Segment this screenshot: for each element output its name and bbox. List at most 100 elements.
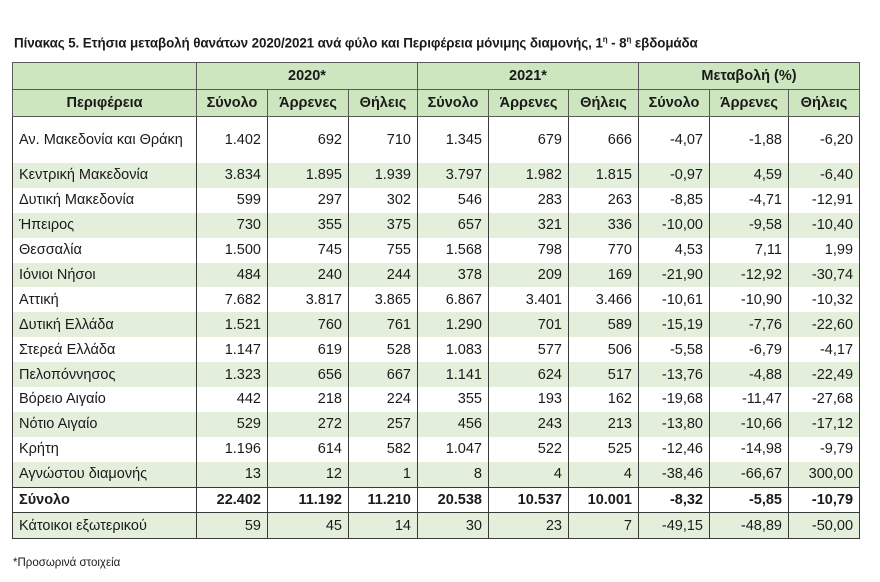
value-cell: 218 <box>267 387 349 412</box>
value-cell: -10,79 <box>787 486 861 514</box>
table-row: Ήπειρος 730 355 375 657 321 336 -10,00 -9,58 -10,… <box>12 212 861 238</box>
footnote: *Προσωρινά στοιχεία <box>13 557 121 569</box>
table-row: Αγνώστου διαμονής 13 12 1 8 4 4 -38,46 -66,67 300… <box>12 461 861 488</box>
value-cell: 193 <box>488 387 569 412</box>
value-cell: -10,66 <box>709 411 789 437</box>
value-cell: 1.500 <box>196 237 268 263</box>
value-cell: 3.401 <box>488 287 569 313</box>
value-cell: 666 <box>568 116 639 163</box>
value-cell: -49,15 <box>638 512 710 540</box>
value-cell: 243 <box>488 411 569 437</box>
table-row: Θεσσαλία 1.500 745 755 1.568 798 770 4,53 7,11 1,… <box>12 237 861 263</box>
value-cell: 1.147 <box>196 337 268 363</box>
value-cell: 1.982 <box>488 163 569 188</box>
region-name: Δυτική Ελλάδα <box>12 312 197 338</box>
value-cell: -27,68 <box>787 387 861 412</box>
value-cell: 1.521 <box>196 312 268 338</box>
value-cell: 209 <box>488 262 569 288</box>
region-name: Αττική <box>12 287 197 313</box>
table-row: Κάτοικοι εξωτερικού 59 45 14 30 23 7 -49,15 -48,… <box>12 512 861 540</box>
header-col: Άρρενες <box>709 89 789 117</box>
header-empty <box>12 62 197 90</box>
value-cell: 1.083 <box>417 337 489 363</box>
value-cell: 321 <box>488 212 569 238</box>
value-cell: 23 <box>488 512 569 540</box>
region-name: Στερεά Ελλάδα <box>12 337 197 363</box>
value-cell: 224 <box>348 387 418 412</box>
value-cell: -4,71 <box>709 187 789 213</box>
value-cell: -13,80 <box>638 411 710 437</box>
value-cell: 11.210 <box>348 486 418 514</box>
region-name: Κρήτη <box>12 436 197 462</box>
value-cell: 760 <box>267 312 349 338</box>
region-name: Αν. Μακεδονία και Θράκη <box>12 116 197 163</box>
value-cell: 1.047 <box>417 436 489 462</box>
value-cell: -4,07 <box>638 116 710 163</box>
value-cell: -9,58 <box>709 212 789 238</box>
value-cell: 4,59 <box>709 163 789 188</box>
value-cell: 1.141 <box>417 362 489 388</box>
value-cell: 525 <box>568 436 639 462</box>
value-cell: 263 <box>568 187 639 213</box>
value-cell: -10,32 <box>787 287 861 313</box>
header-col: Σύνολο <box>196 89 268 117</box>
value-cell: 4 <box>568 461 639 488</box>
value-cell: 10.001 <box>568 486 639 514</box>
region-name: Κάτοικοι εξωτερικού <box>12 512 197 540</box>
value-cell: 528 <box>348 337 418 363</box>
value-cell: 14 <box>348 512 418 540</box>
value-cell: 1.345 <box>417 116 489 163</box>
region-name: Βόρειο Αιγαίο <box>12 387 197 412</box>
value-cell: -48,89 <box>709 512 789 540</box>
table-row: Νότιο Αιγαίο 529 272 257 456 243 213 -13,80 -10,… <box>12 411 861 437</box>
value-cell: 10.537 <box>488 486 569 514</box>
header-region: Περιφέρεια <box>12 89 197 117</box>
table-title: Πίνακας 5. Ετήσια μεταβολή θανάτων 2020/… <box>14 35 698 51</box>
deaths-table: 2020* 2021* Μεταβολή (%) Περιφέρεια Σύνο… <box>12 62 861 540</box>
value-cell: -13,76 <box>638 362 710 388</box>
value-cell: -17,12 <box>787 411 861 437</box>
value-cell: 244 <box>348 262 418 288</box>
value-cell: 1.196 <box>196 436 268 462</box>
value-cell: 589 <box>568 312 639 338</box>
value-cell: 701 <box>488 312 569 338</box>
header-col: Θήλεις <box>568 89 639 117</box>
table-row: Κεντρική Μακεδονία 3.834 1.895 1.939 3.797 1.… <box>12 163 861 188</box>
table-row: Αττική 7.682 3.817 3.865 6.867 3.401 3.466 -10,… <box>12 287 861 313</box>
value-cell: -1,88 <box>709 116 789 163</box>
value-cell: 577 <box>488 337 569 363</box>
table-row: Σύνολο 22.402 11.192 11.210 20.538 10.537 10.0… <box>12 486 861 514</box>
table-row: Βόρειο Αιγαίο 442 218 224 355 193 162 -19,68 -11… <box>12 387 861 412</box>
value-cell: 297 <box>267 187 349 213</box>
value-cell: 3.466 <box>568 287 639 313</box>
value-cell: -12,46 <box>638 436 710 462</box>
value-cell: 11.192 <box>267 486 349 514</box>
region-name: Κεντρική Μακεδονία <box>12 163 197 188</box>
header-col: Άρρενες <box>488 89 569 117</box>
value-cell: -12,92 <box>709 262 789 288</box>
value-cell: 517 <box>568 362 639 388</box>
value-cell: -50,00 <box>787 512 861 540</box>
value-cell: 7 <box>568 512 639 540</box>
table-row: Δυτική Ελλάδα 1.521 760 761 1.290 701 589 -15,1… <box>12 312 861 338</box>
value-cell: 745 <box>267 237 349 263</box>
value-cell: -8,85 <box>638 187 710 213</box>
value-cell: 506 <box>568 337 639 363</box>
value-cell: -21,90 <box>638 262 710 288</box>
value-cell: 355 <box>417 387 489 412</box>
value-cell: 1.815 <box>568 163 639 188</box>
value-cell: 1.939 <box>348 163 418 188</box>
value-cell: -14,98 <box>709 436 789 462</box>
value-cell: -6,40 <box>787 163 861 188</box>
value-cell: 378 <box>417 262 489 288</box>
value-cell: 770 <box>568 237 639 263</box>
value-cell: -5,85 <box>709 486 789 514</box>
value-cell: -15,19 <box>638 312 710 338</box>
value-cell: 283 <box>488 187 569 213</box>
value-cell: -12,91 <box>787 187 861 213</box>
value-cell: -8,32 <box>638 486 710 514</box>
value-cell: -10,00 <box>638 212 710 238</box>
value-cell: 619 <box>267 337 349 363</box>
value-cell: -4,88 <box>709 362 789 388</box>
value-cell: -5,58 <box>638 337 710 363</box>
